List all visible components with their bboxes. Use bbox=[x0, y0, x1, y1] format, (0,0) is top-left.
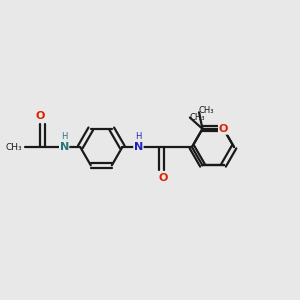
Text: CH₃: CH₃ bbox=[6, 142, 22, 152]
Text: N: N bbox=[134, 142, 143, 152]
Text: CH₃: CH₃ bbox=[189, 112, 205, 122]
Text: H: H bbox=[61, 132, 67, 141]
Text: O: O bbox=[219, 124, 228, 134]
Text: O: O bbox=[35, 111, 45, 121]
Text: CH₃: CH₃ bbox=[198, 106, 214, 115]
Text: H: H bbox=[135, 132, 142, 141]
Text: O: O bbox=[159, 173, 168, 183]
Text: N: N bbox=[59, 142, 69, 152]
